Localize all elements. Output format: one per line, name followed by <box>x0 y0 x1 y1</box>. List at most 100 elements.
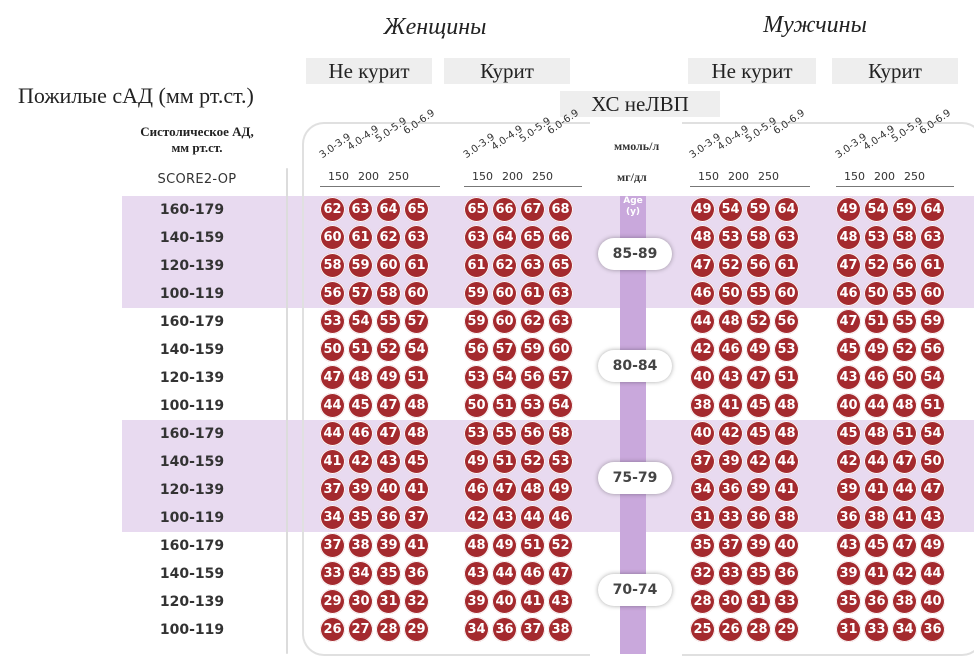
risk-value: 60 <box>492 309 517 334</box>
risk-value: 48 <box>404 421 429 446</box>
women-smoker-header: Курит <box>444 58 570 84</box>
risk-value: 29 <box>774 617 799 642</box>
age-group-label: 80-84 <box>598 350 672 382</box>
risk-value: 48 <box>864 421 889 446</box>
risk-value: 43 <box>836 365 861 390</box>
risk-value: 35 <box>376 561 401 586</box>
risk-value: 55 <box>892 281 917 306</box>
risk-value: 44 <box>690 309 715 334</box>
risk-value: 60 <box>774 281 799 306</box>
risk-value: 27 <box>348 617 373 642</box>
risk-value: 55 <box>492 421 517 446</box>
risk-value: 46 <box>520 561 545 586</box>
risk-value: 39 <box>348 477 373 502</box>
risk-value: 62 <box>492 253 517 278</box>
risk-value: 39 <box>746 533 771 558</box>
risk-value: 52 <box>892 337 917 362</box>
risk-value: 39 <box>746 477 771 502</box>
risk-value: 58 <box>376 281 401 306</box>
risk-value: 59 <box>464 309 489 334</box>
risk-value: 48 <box>690 225 715 250</box>
risk-value: 42 <box>464 505 489 530</box>
sbp-row-label: 120-139 <box>159 258 225 274</box>
risk-value: 48 <box>348 365 373 390</box>
risk-value: 43 <box>718 365 743 390</box>
risk-value: 67 <box>520 197 545 222</box>
sbp-row-label: 100-119 <box>159 398 225 414</box>
risk-value: 56 <box>746 253 771 278</box>
sbp-row-label: 160-179 <box>159 314 225 330</box>
risk-value: 41 <box>404 533 429 558</box>
risk-value: 34 <box>348 561 373 586</box>
elderly-sbp-title: Пожилые сАД (мм рт.ст.) <box>18 83 254 108</box>
risk-value: 57 <box>492 337 517 362</box>
risk-value: 45 <box>404 449 429 474</box>
risk-value: 48 <box>404 393 429 418</box>
risk-value: 47 <box>320 365 345 390</box>
risk-value: 58 <box>320 253 345 278</box>
risk-value: 49 <box>864 337 889 362</box>
risk-value: 35 <box>836 589 861 614</box>
risk-value: 57 <box>348 281 373 306</box>
risk-value: 63 <box>348 197 373 222</box>
risk-value: 51 <box>520 533 545 558</box>
risk-value: 40 <box>690 365 715 390</box>
risk-value: 47 <box>492 477 517 502</box>
risk-value: 31 <box>690 505 715 530</box>
risk-value: 50 <box>320 337 345 362</box>
risk-value: 43 <box>376 449 401 474</box>
risk-value: 36 <box>376 505 401 530</box>
risk-value: 55 <box>892 309 917 334</box>
risk-value: 62 <box>320 197 345 222</box>
risk-value: 32 <box>690 561 715 586</box>
risk-value: 50 <box>464 393 489 418</box>
risk-value: 32 <box>404 589 429 614</box>
risk-value: 36 <box>836 505 861 530</box>
risk-value: 42 <box>690 337 715 362</box>
risk-value: 60 <box>548 337 573 362</box>
risk-value: 54 <box>718 197 743 222</box>
risk-value: 37 <box>690 449 715 474</box>
risk-value: 46 <box>864 365 889 390</box>
risk-value: 38 <box>864 505 889 530</box>
men-smoker-header: Курит <box>832 58 958 84</box>
risk-value: 59 <box>348 253 373 278</box>
risk-value: 53 <box>520 393 545 418</box>
risk-value: 40 <box>836 393 861 418</box>
risk-value: 52 <box>520 449 545 474</box>
risk-value: 60 <box>404 281 429 306</box>
risk-value: 52 <box>548 533 573 558</box>
risk-value: 53 <box>548 449 573 474</box>
mg-tick-label: 250 <box>758 170 779 183</box>
risk-value: 61 <box>920 253 945 278</box>
risk-value: 37 <box>404 505 429 530</box>
risk-value: 39 <box>836 477 861 502</box>
risk-value: 53 <box>774 337 799 362</box>
non-hdl-header: ХС неЛВП <box>560 91 720 117</box>
score-label: SCORE2-OP <box>157 172 237 187</box>
risk-value: 33 <box>718 561 743 586</box>
risk-value: 58 <box>746 225 771 250</box>
risk-value: 28 <box>376 617 401 642</box>
risk-value: 34 <box>892 617 917 642</box>
risk-value: 42 <box>348 449 373 474</box>
risk-value: 41 <box>320 449 345 474</box>
risk-value: 48 <box>718 309 743 334</box>
risk-value: 66 <box>548 225 573 250</box>
risk-value: 58 <box>892 225 917 250</box>
mg-tick-label: 200 <box>874 170 895 183</box>
risk-value: 57 <box>404 309 429 334</box>
risk-value: 52 <box>864 253 889 278</box>
risk-value: 42 <box>746 449 771 474</box>
risk-value: 53 <box>464 365 489 390</box>
risk-value: 47 <box>690 253 715 278</box>
risk-value: 35 <box>746 561 771 586</box>
risk-value: 46 <box>548 505 573 530</box>
sbp-row-label: 160-179 <box>159 202 225 218</box>
mg-tick-label: 200 <box>502 170 523 183</box>
risk-value: 44 <box>320 393 345 418</box>
risk-value: 45 <box>836 337 861 362</box>
axis-line <box>836 186 954 187</box>
risk-value: 55 <box>376 309 401 334</box>
risk-value: 38 <box>548 617 573 642</box>
